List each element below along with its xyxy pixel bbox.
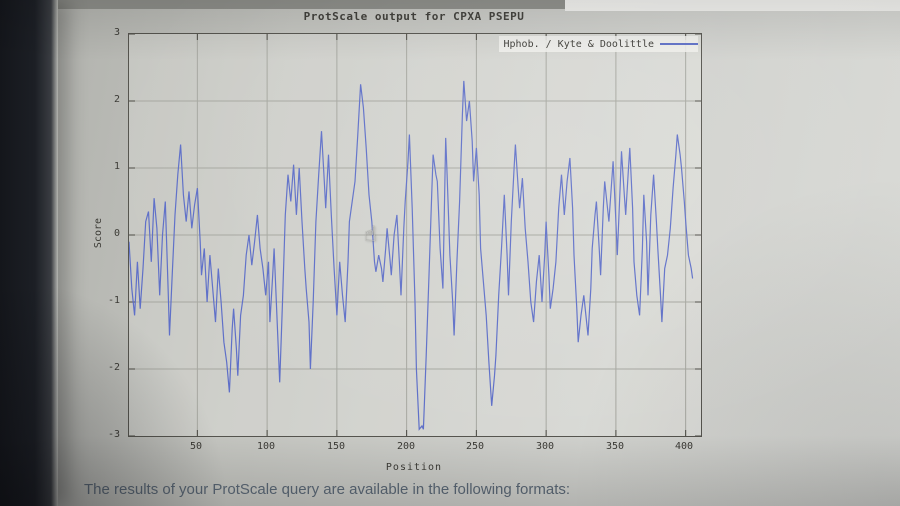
legend: Hphob. / Kyte & Doolittle	[499, 36, 698, 52]
hand-cursor-icon: ☝	[364, 222, 377, 246]
window-top-strip	[58, 0, 568, 9]
y-tick-label: -1	[107, 295, 120, 306]
x-tick-label: 350	[605, 441, 625, 452]
y-tick-label: 0	[113, 228, 120, 239]
laptop-bezel	[0, 0, 58, 506]
legend-label: Hphob. / Kyte & Doolittle	[503, 38, 654, 50]
y-tick-label: 2	[113, 94, 120, 105]
x-tick-label: 100	[256, 441, 276, 452]
x-axis-label: Position	[385, 462, 443, 473]
plot-area	[128, 33, 702, 437]
x-tick-label: 300	[535, 441, 555, 452]
series-line	[129, 80, 694, 431]
x-tick-label: 400	[674, 441, 694, 452]
y-tick-label: -2	[107, 362, 120, 373]
results-text: The results of your ProtScale query are …	[84, 481, 571, 498]
chart-title: ProtScale output for CPXA PSEPU	[303, 10, 525, 23]
legend-line-sample	[660, 43, 698, 45]
x-tick-label: 50	[189, 441, 203, 452]
x-tick-label: 150	[326, 441, 346, 452]
plot-canvas	[129, 34, 701, 436]
top-right-white-strip	[565, 0, 900, 11]
x-tick-label: 200	[396, 441, 416, 452]
y-tick-label: 1	[113, 161, 120, 172]
x-tick-label: 250	[465, 441, 485, 452]
y-tick-label: 3	[113, 27, 120, 38]
y-tick-label: -3	[107, 429, 120, 440]
